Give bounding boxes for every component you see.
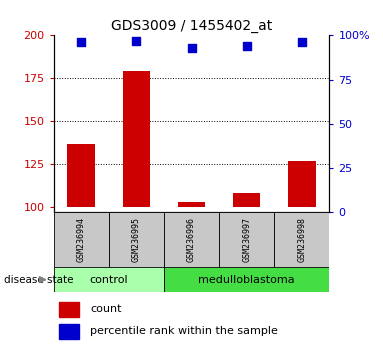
Bar (233, 194, 260, 207)
Bar (219, 212, 274, 267)
Text: medulloblastoma: medulloblastoma (198, 275, 295, 285)
Text: control: control (90, 275, 128, 285)
Text: GSM236997: GSM236997 (242, 217, 251, 262)
Point (133, 38, 139, 44)
Text: percentile rank within the sample: percentile rank within the sample (90, 326, 278, 336)
Bar (288, 161, 316, 207)
Point (188, 45, 195, 51)
Title: GDS3009 / 1455402_at: GDS3009 / 1455402_at (111, 19, 272, 33)
Point (299, 40, 305, 45)
Bar (109, 212, 164, 267)
Point (78, 40, 84, 45)
Bar (164, 267, 329, 292)
Bar (274, 212, 329, 267)
Bar (59, 324, 79, 339)
Bar (178, 202, 205, 207)
Bar (59, 302, 79, 317)
Text: count: count (90, 304, 121, 314)
Bar (123, 72, 150, 207)
Text: GSM236995: GSM236995 (132, 217, 141, 262)
Text: GSM236996: GSM236996 (187, 217, 196, 262)
Bar (54, 212, 109, 267)
Text: GSM236998: GSM236998 (297, 217, 306, 262)
Text: disease state: disease state (4, 275, 73, 285)
Point (244, 43, 250, 49)
Bar (164, 212, 219, 267)
Bar (54, 267, 164, 292)
Bar (67, 144, 95, 207)
Text: GSM236994: GSM236994 (77, 217, 86, 262)
